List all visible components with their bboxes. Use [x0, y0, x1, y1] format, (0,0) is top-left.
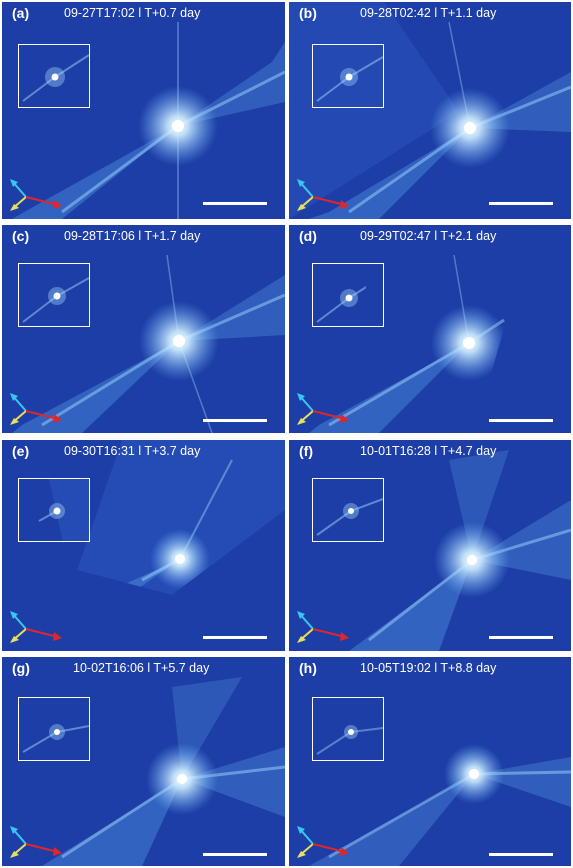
panel-label: (g): [12, 660, 30, 676]
panel-b: (b) 09-28T02:42 l T+1.1 day: [289, 2, 571, 219]
zoom-inset: [18, 263, 90, 327]
zoom-inset: [18, 478, 90, 542]
orientation-arrows-icon: [10, 611, 62, 643]
panel-image: [309, 744, 571, 866]
orientation-arrows-icon: [297, 179, 349, 211]
panel-label: (h): [299, 660, 317, 676]
panel-label: (d): [299, 228, 317, 244]
orientation-arrows-icon: [10, 393, 62, 425]
orientation-arrows-icon: [297, 611, 349, 643]
panel-image: [42, 677, 285, 866]
inset-image: [316, 725, 383, 755]
panel-d: (d) 09-29T02:47 l T+2.1 day: [289, 225, 571, 433]
panel-label: (b): [299, 5, 317, 21]
scale-bar: [203, 419, 267, 422]
scale-bar: [203, 853, 267, 856]
panel-timestamp: 10-05T19:02 l T+8.8 day: [360, 661, 497, 675]
panel-label: (e): [12, 443, 30, 459]
inset-image: [316, 498, 383, 536]
inset-image: [38, 479, 89, 541]
inset-image: [316, 56, 383, 102]
panel-h: (h) 10-05T19:02 l T+8.8 day: [289, 657, 571, 866]
orientation-arrows-icon: [297, 826, 349, 858]
panel-a: (a) 09-27T17:02 l T+0.7 day: [2, 2, 285, 219]
zoom-inset: [18, 44, 90, 108]
scale-bar: [489, 853, 553, 856]
orientation-arrows-icon: [297, 393, 349, 425]
inset-image: [316, 264, 383, 326]
zoom-inset: [312, 263, 384, 327]
inset-image: [22, 724, 89, 753]
panel-image: [349, 450, 571, 651]
panel-timestamp: 09-29T02:47 l T+2.1 day: [360, 229, 497, 243]
panel-timestamp: 09-28T02:42 l T+1.1 day: [360, 6, 497, 20]
inset-image: [22, 277, 89, 323]
panel-label: (c): [12, 228, 30, 244]
panel-timestamp: 09-27T17:02 l T+0.7 day: [64, 6, 201, 20]
panel-timestamp: 09-28T17:06 l T+1.7 day: [64, 229, 201, 243]
scale-bar: [203, 202, 267, 205]
scale-bar: [489, 202, 553, 205]
scale-bar: [203, 636, 267, 639]
panel-timestamp: 10-02T16:06 l T+5.7 day: [73, 661, 210, 675]
panel-image: [12, 22, 285, 219]
zoom-inset: [18, 697, 90, 761]
scale-bar: [489, 636, 553, 639]
panel-label: (f): [299, 443, 313, 459]
panel-label: (a): [12, 5, 30, 21]
orientation-arrows-icon: [10, 826, 62, 858]
panel-g: (g) 10-02T16:06 l T+5.7 day: [2, 657, 285, 866]
panel-image: [289, 2, 571, 219]
zoom-inset: [312, 478, 384, 542]
inset-image: [22, 54, 89, 102]
panel-f: (f) 10-01T16:28 l T+4.7 day: [289, 440, 571, 651]
panel-e: (e) 09-30T16:31 l T+3.7 day: [2, 440, 285, 651]
orientation-arrows-icon: [10, 179, 62, 211]
panel-image: [309, 225, 571, 433]
panel-timestamp: 10-01T16:28 l T+4.7 day: [360, 444, 497, 458]
panel-image: [12, 254, 285, 433]
zoom-inset: [312, 697, 384, 761]
scale-bar: [489, 419, 553, 422]
zoom-inset: [312, 44, 384, 108]
panel-timestamp: 09-30T16:31 l T+3.7 day: [64, 444, 201, 458]
panel-c: (c) 09-28T17:06 l T+1.7 day: [2, 225, 285, 433]
